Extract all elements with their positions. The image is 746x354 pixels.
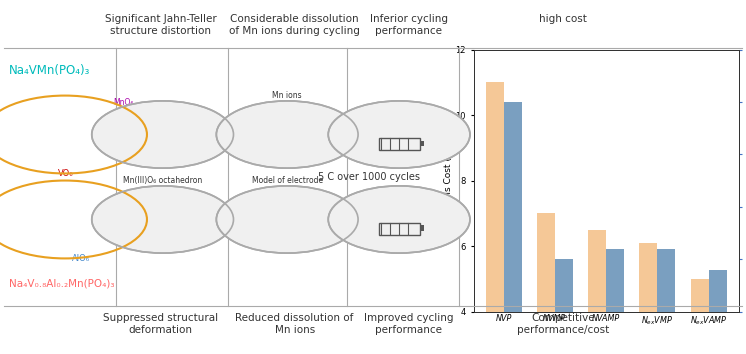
Bar — [606, 249, 624, 354]
Bar — [555, 259, 573, 354]
Y-axis label: Materials Cost ($/kg): Materials Cost ($/kg) — [444, 133, 453, 228]
Text: 5 C over 1000 cycles: 5 C over 1000 cycles — [319, 172, 420, 182]
Bar — [486, 82, 504, 354]
Text: Reduced dissolution of
Mn ions: Reduced dissolution of Mn ions — [236, 313, 354, 335]
Text: Suppressed structural
deformation: Suppressed structural deformation — [103, 313, 218, 335]
Text: Competitive
performance/cost: Competitive performance/cost — [517, 313, 609, 335]
Text: Model of electrode: Model of electrode — [251, 176, 323, 185]
Text: Considerable dissolution
of Mn ions during cycling: Considerable dissolution of Mn ions duri… — [229, 14, 360, 36]
Text: Mn(III)O₆ octahedron: Mn(III)O₆ octahedron — [123, 176, 202, 185]
Text: VO₆: VO₆ — [57, 169, 73, 178]
Text: 92 %: 92 % — [385, 200, 413, 210]
Text: Improved cycling
performance: Improved cycling performance — [364, 313, 454, 335]
Text: Significant Jahn-Teller
structure distortion: Significant Jahn-Teller structure distor… — [104, 14, 216, 36]
Text: Mn ions: Mn ions — [272, 91, 302, 100]
Bar — [504, 102, 521, 354]
Text: Inferior cycling
performance: Inferior cycling performance — [370, 14, 448, 36]
Text: 47 %: 47 % — [385, 115, 413, 125]
Bar — [691, 279, 709, 354]
Text: high cost: high cost — [539, 14, 587, 24]
Text: Na₄VMn(PO₄)₃: Na₄VMn(PO₄)₃ — [9, 64, 90, 77]
Text: Na: Na — [95, 137, 105, 146]
Bar — [537, 213, 555, 354]
Bar — [639, 243, 657, 354]
Text: AlO₆: AlO₆ — [72, 254, 90, 263]
Text: PO₄: PO₄ — [113, 215, 127, 224]
Bar — [709, 270, 727, 354]
Bar — [657, 249, 675, 354]
Text: MnO₆: MnO₆ — [113, 98, 134, 107]
Text: NIBs: NIBs — [389, 156, 409, 166]
Text: Na₄V₀.₈Al₀.₂Mn(PO₄)₃: Na₄V₀.₈Al₀.₂Mn(PO₄)₃ — [9, 278, 114, 288]
Bar — [588, 230, 606, 354]
Text: NIBs: NIBs — [389, 241, 409, 251]
